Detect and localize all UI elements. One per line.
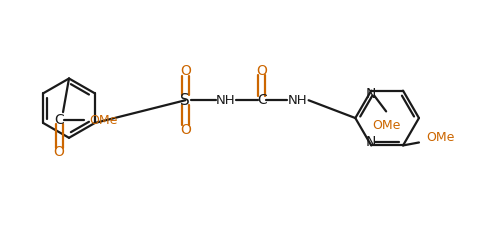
Text: OMe: OMe <box>372 119 400 132</box>
Text: NH: NH <box>288 94 308 107</box>
Text: O: O <box>180 64 191 78</box>
Text: S: S <box>181 93 190 108</box>
Text: OMe: OMe <box>427 131 455 144</box>
Text: OMe: OMe <box>90 113 118 127</box>
Text: O: O <box>180 123 191 137</box>
Text: O: O <box>256 64 267 78</box>
Text: C: C <box>54 113 64 127</box>
Text: NH: NH <box>215 94 235 107</box>
Text: O: O <box>54 145 65 159</box>
Text: N: N <box>366 87 376 101</box>
Text: N: N <box>366 135 376 149</box>
Text: C: C <box>257 93 267 107</box>
